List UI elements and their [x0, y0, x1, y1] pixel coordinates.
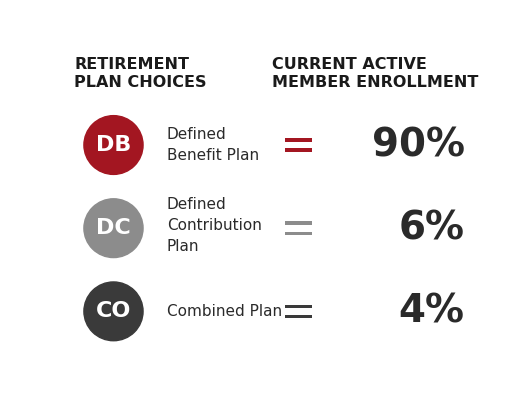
Text: Defined
Contribution
Plan: Defined Contribution Plan: [167, 196, 262, 254]
Ellipse shape: [84, 282, 143, 341]
Bar: [285, 138, 312, 142]
Text: CURRENT ACTIVE
MEMBER ENROLLMENT: CURRENT ACTIVE MEMBER ENROLLMENT: [271, 57, 478, 90]
Bar: [285, 304, 312, 308]
Text: CO: CO: [96, 301, 131, 321]
Ellipse shape: [84, 116, 143, 174]
Bar: [285, 315, 312, 318]
Text: Defined
Benefit Plan: Defined Benefit Plan: [167, 127, 259, 163]
Text: DB: DB: [96, 135, 131, 155]
Bar: [285, 222, 312, 225]
Text: 90%: 90%: [372, 126, 465, 164]
Text: 6%: 6%: [399, 209, 465, 247]
Text: 4%: 4%: [399, 292, 465, 330]
Bar: [285, 232, 312, 235]
Text: RETIREMENT
PLAN CHOICES: RETIREMENT PLAN CHOICES: [74, 57, 207, 90]
Text: Combined Plan: Combined Plan: [167, 304, 282, 319]
Text: DC: DC: [96, 218, 131, 238]
Ellipse shape: [84, 199, 143, 258]
Bar: [285, 148, 312, 152]
